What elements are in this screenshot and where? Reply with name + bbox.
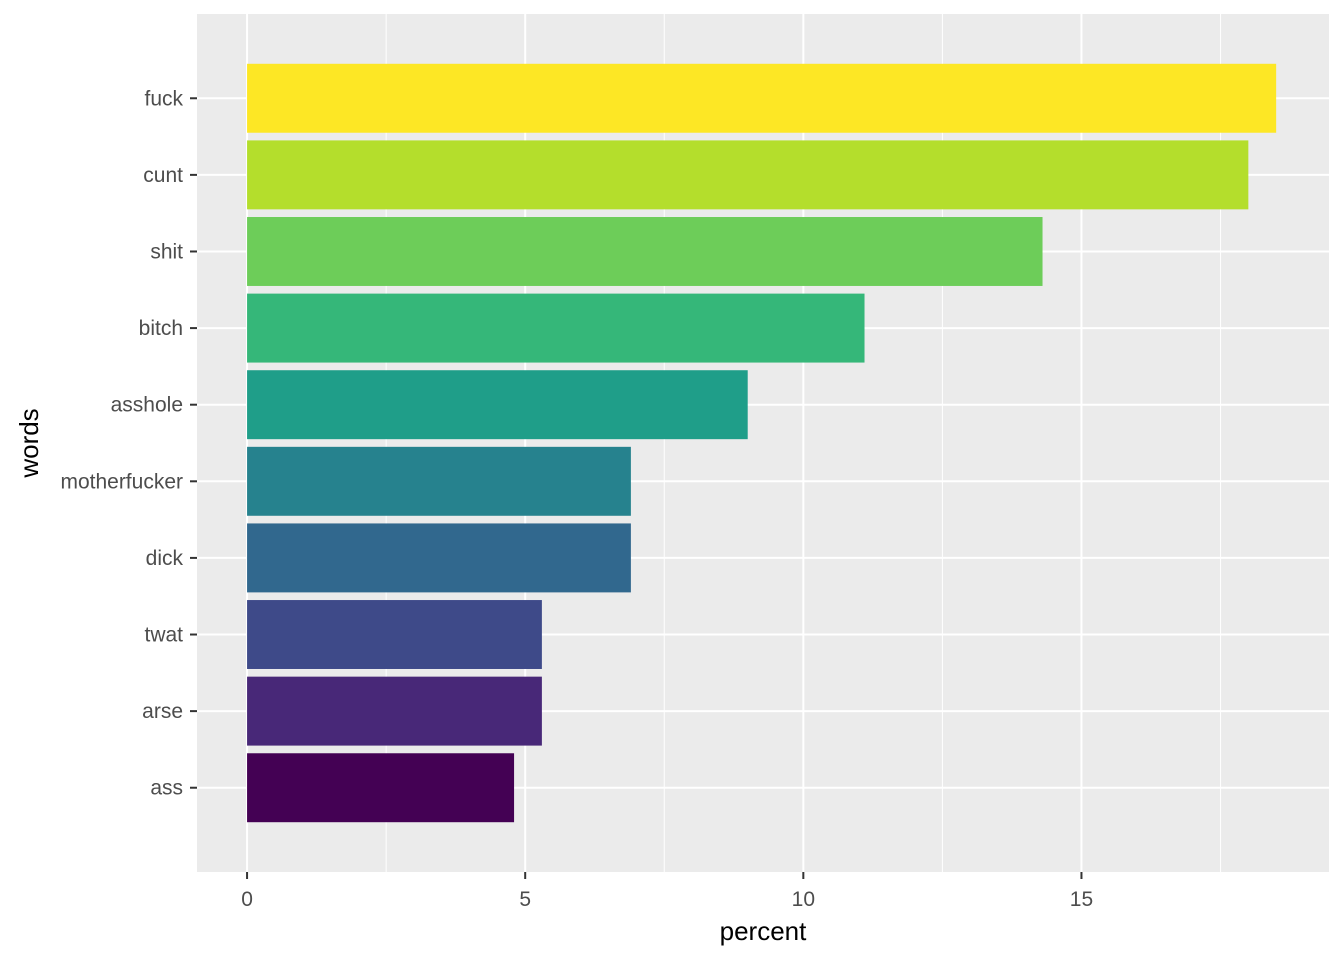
y-tick-label: asshole [111,394,183,417]
bar-asshole [247,370,748,440]
bar-cunt [247,140,1249,210]
bar-dick [247,523,631,593]
y-tick-label: fuck [144,87,183,110]
y-tick-label: dick [146,547,184,570]
y-tick-label: twat [144,624,183,647]
x-tick-label: 15 [1070,888,1093,911]
bar-arse [247,676,542,746]
x-axis-title: percent [720,916,807,946]
x-axis: 0 5 10 15 [241,872,1093,911]
y-tick-label: arse [142,700,183,723]
y-tick-label: motherfucker [60,470,183,493]
x-tick-label: 10 [792,888,815,911]
bar-fuck [247,63,1277,133]
bar-motherfucker [247,446,631,516]
y-tick-label: ass [150,777,183,800]
bar-bitch [247,293,865,363]
x-tick-label: 0 [241,888,253,911]
bar-twat [247,600,542,669]
y-axis: fuck cunt shit bitch asshole motherfucker dick… [60,87,197,800]
bar-shit [247,217,1043,286]
bars [247,63,1277,823]
y-tick-label: cunt [143,164,183,187]
y-tick-label: bitch [139,317,183,340]
y-axis-title: words [14,408,44,478]
bar-ass [247,753,515,823]
x-tick-label: 5 [519,888,531,911]
y-tick-label: shit [150,240,183,263]
